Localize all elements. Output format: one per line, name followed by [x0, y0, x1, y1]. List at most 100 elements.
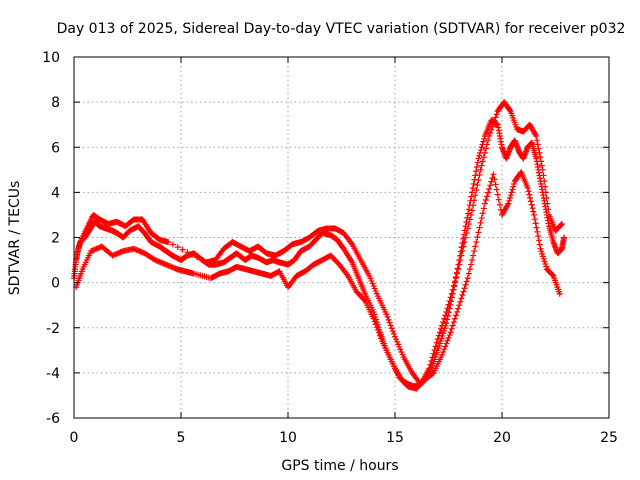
- data-point-marker: [465, 220, 472, 227]
- data-point-marker: [390, 330, 397, 337]
- data-point-marker: [467, 261, 474, 268]
- data-point-marker: [189, 251, 196, 258]
- data-point-marker: [540, 172, 547, 179]
- data-point-marker: [474, 159, 481, 166]
- data-point-marker: [439, 351, 446, 358]
- data-point-marker: [507, 195, 514, 202]
- data-point-marker: [426, 365, 433, 372]
- x-tick-label: 15: [386, 430, 404, 446]
- data-point-marker: [469, 189, 476, 196]
- data-point-marker: [493, 186, 500, 193]
- data-point-marker: [495, 196, 502, 203]
- data-point-marker: [479, 158, 486, 165]
- data-point-marker: [371, 318, 378, 325]
- data-point-marker: [431, 347, 438, 354]
- y-tick-labels: -6 -4 -2 0 2 4 6 8 10: [42, 50, 60, 427]
- data-point-marker: [445, 334, 452, 341]
- data-point-marker: [488, 126, 495, 133]
- data-point-marker: [443, 340, 450, 347]
- data-point-marker: [484, 141, 491, 148]
- data-point-marker: [535, 233, 542, 240]
- data-point-marker: [538, 158, 545, 165]
- data-point-marker: [491, 176, 498, 183]
- y-tick-label: 0: [51, 276, 60, 292]
- data-point-marker: [447, 329, 454, 336]
- data-point-marker: [459, 248, 466, 255]
- data-point-marker: [445, 301, 452, 308]
- data-point-marker: [480, 205, 487, 212]
- data-point-marker: [473, 239, 480, 246]
- data-point-marker: [535, 145, 542, 152]
- data-point-marker: [505, 200, 512, 207]
- data-point-marker: [480, 154, 487, 161]
- data-point-marker: [531, 211, 538, 218]
- data-point-marker: [460, 243, 467, 250]
- data-point-marker: [442, 312, 449, 319]
- data-point-marker: [475, 155, 482, 162]
- data-point-marker: [383, 311, 390, 318]
- data-point-marker: [506, 107, 513, 114]
- y-axis-label: SDTVAR / TECUs: [7, 181, 23, 296]
- y-tick-label: 8: [51, 95, 60, 111]
- data-point-marker: [531, 216, 538, 223]
- data-point-marker: [509, 186, 516, 193]
- data-point-marker: [496, 201, 503, 208]
- data-point-marker: [544, 200, 551, 207]
- data-point-marker: [545, 206, 552, 213]
- data-point-marker: [486, 185, 493, 192]
- data-point-marker: [476, 171, 483, 178]
- data-point-marker: [536, 241, 543, 248]
- data-point-marker: [477, 147, 484, 154]
- data-point-marker: [441, 315, 448, 322]
- y-tick-label: 10: [42, 50, 60, 66]
- data-point-marker: [507, 192, 514, 199]
- data-point-marker: [529, 205, 536, 212]
- data-point-marker: [449, 322, 456, 329]
- data-point-marker: [527, 198, 534, 205]
- data-point-marker: [492, 114, 499, 121]
- data-point-marker: [494, 191, 501, 198]
- data-point-marker: [459, 292, 466, 299]
- y-tick-label: 2: [51, 231, 60, 247]
- data-point-marker: [511, 180, 518, 187]
- data-point-marker: [372, 321, 379, 328]
- data-point-marker: [377, 332, 384, 339]
- data-point-marker: [490, 171, 497, 178]
- data-point-marker: [533, 132, 540, 139]
- data-point-marker: [444, 305, 451, 312]
- data-point-marker: [485, 137, 492, 144]
- data-point-marker: [464, 275, 471, 282]
- data-point-marker: [474, 182, 481, 189]
- data-point-marker: [537, 154, 544, 161]
- data-point-marker: [482, 145, 489, 152]
- data-point-marker: [524, 184, 531, 191]
- data-point-marker: [480, 138, 487, 145]
- data-point-marker: [466, 216, 473, 223]
- data-point-marker: [465, 210, 472, 217]
- data-point-marker: [487, 129, 494, 136]
- data-point-marker: [549, 272, 556, 279]
- data-point-marker: [487, 182, 494, 189]
- data-point-marker: [441, 346, 448, 353]
- data-point-marker: [476, 152, 483, 159]
- data-point-marker: [470, 180, 477, 187]
- series-sdtvar-upper: [77, 99, 565, 388]
- data-point-marker: [462, 234, 469, 241]
- data-point-marker: [427, 361, 434, 368]
- data-point-marker: [469, 207, 476, 214]
- data-point-marker: [526, 191, 533, 198]
- data-point-marker: [469, 185, 476, 192]
- data-point-marker: [455, 266, 462, 273]
- data-point-marker: [470, 202, 477, 209]
- data-point-marker: [534, 228, 541, 235]
- data-point-marker: [476, 224, 483, 231]
- data-point-marker: [458, 252, 465, 259]
- data-point-marker: [534, 137, 541, 144]
- y-tick-label: -6: [46, 411, 60, 427]
- data-point-marker: [486, 132, 493, 139]
- data-point-marker: [429, 354, 436, 361]
- data-point-marker: [481, 200, 488, 207]
- data-point-marker: [449, 286, 456, 293]
- x-tick-label: 20: [493, 430, 511, 446]
- data-point-marker: [490, 120, 497, 127]
